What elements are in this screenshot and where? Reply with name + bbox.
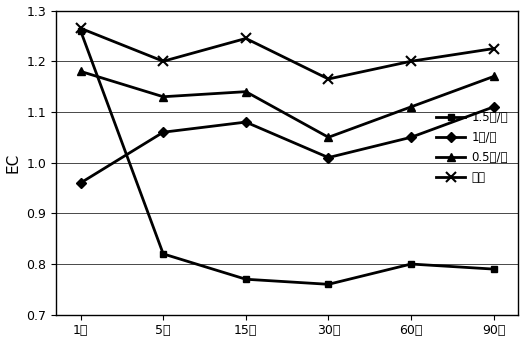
Line: 空白: 空白 [76, 23, 498, 84]
1吨/亩 [78, 181, 84, 185]
空白 [160, 59, 166, 63]
0.5吨/亩 [325, 135, 332, 139]
0.5吨/亩 [78, 69, 84, 73]
1.5吨/亩 [408, 262, 414, 266]
1吨/亩 [408, 135, 414, 139]
1吨/亩 [490, 105, 497, 109]
1吨/亩 [160, 130, 166, 134]
Line: 1.5吨/亩: 1.5吨/亩 [77, 27, 497, 288]
空白 [408, 59, 414, 63]
空白 [490, 47, 497, 51]
Y-axis label: EC: EC [6, 153, 20, 173]
空白 [325, 77, 332, 81]
0.5吨/亩 [408, 105, 414, 109]
空白 [78, 26, 84, 31]
1吨/亩 [325, 155, 332, 159]
1.5吨/亩 [243, 277, 249, 281]
Legend: 1.5吨/亩, 1吨/亩, 0.5吨/亩, 空白: 1.5吨/亩, 1吨/亩, 0.5吨/亩, 空白 [431, 106, 512, 189]
Line: 0.5吨/亩: 0.5吨/亩 [77, 67, 498, 141]
0.5吨/亩 [490, 74, 497, 79]
1吨/亩 [243, 120, 249, 124]
1.5吨/亩 [78, 29, 84, 33]
Line: 1吨/亩: 1吨/亩 [77, 103, 497, 186]
0.5吨/亩 [160, 95, 166, 99]
1.5吨/亩 [490, 267, 497, 271]
1.5吨/亩 [160, 252, 166, 256]
1.5吨/亩 [325, 282, 332, 286]
空白 [243, 36, 249, 40]
0.5吨/亩 [243, 90, 249, 94]
